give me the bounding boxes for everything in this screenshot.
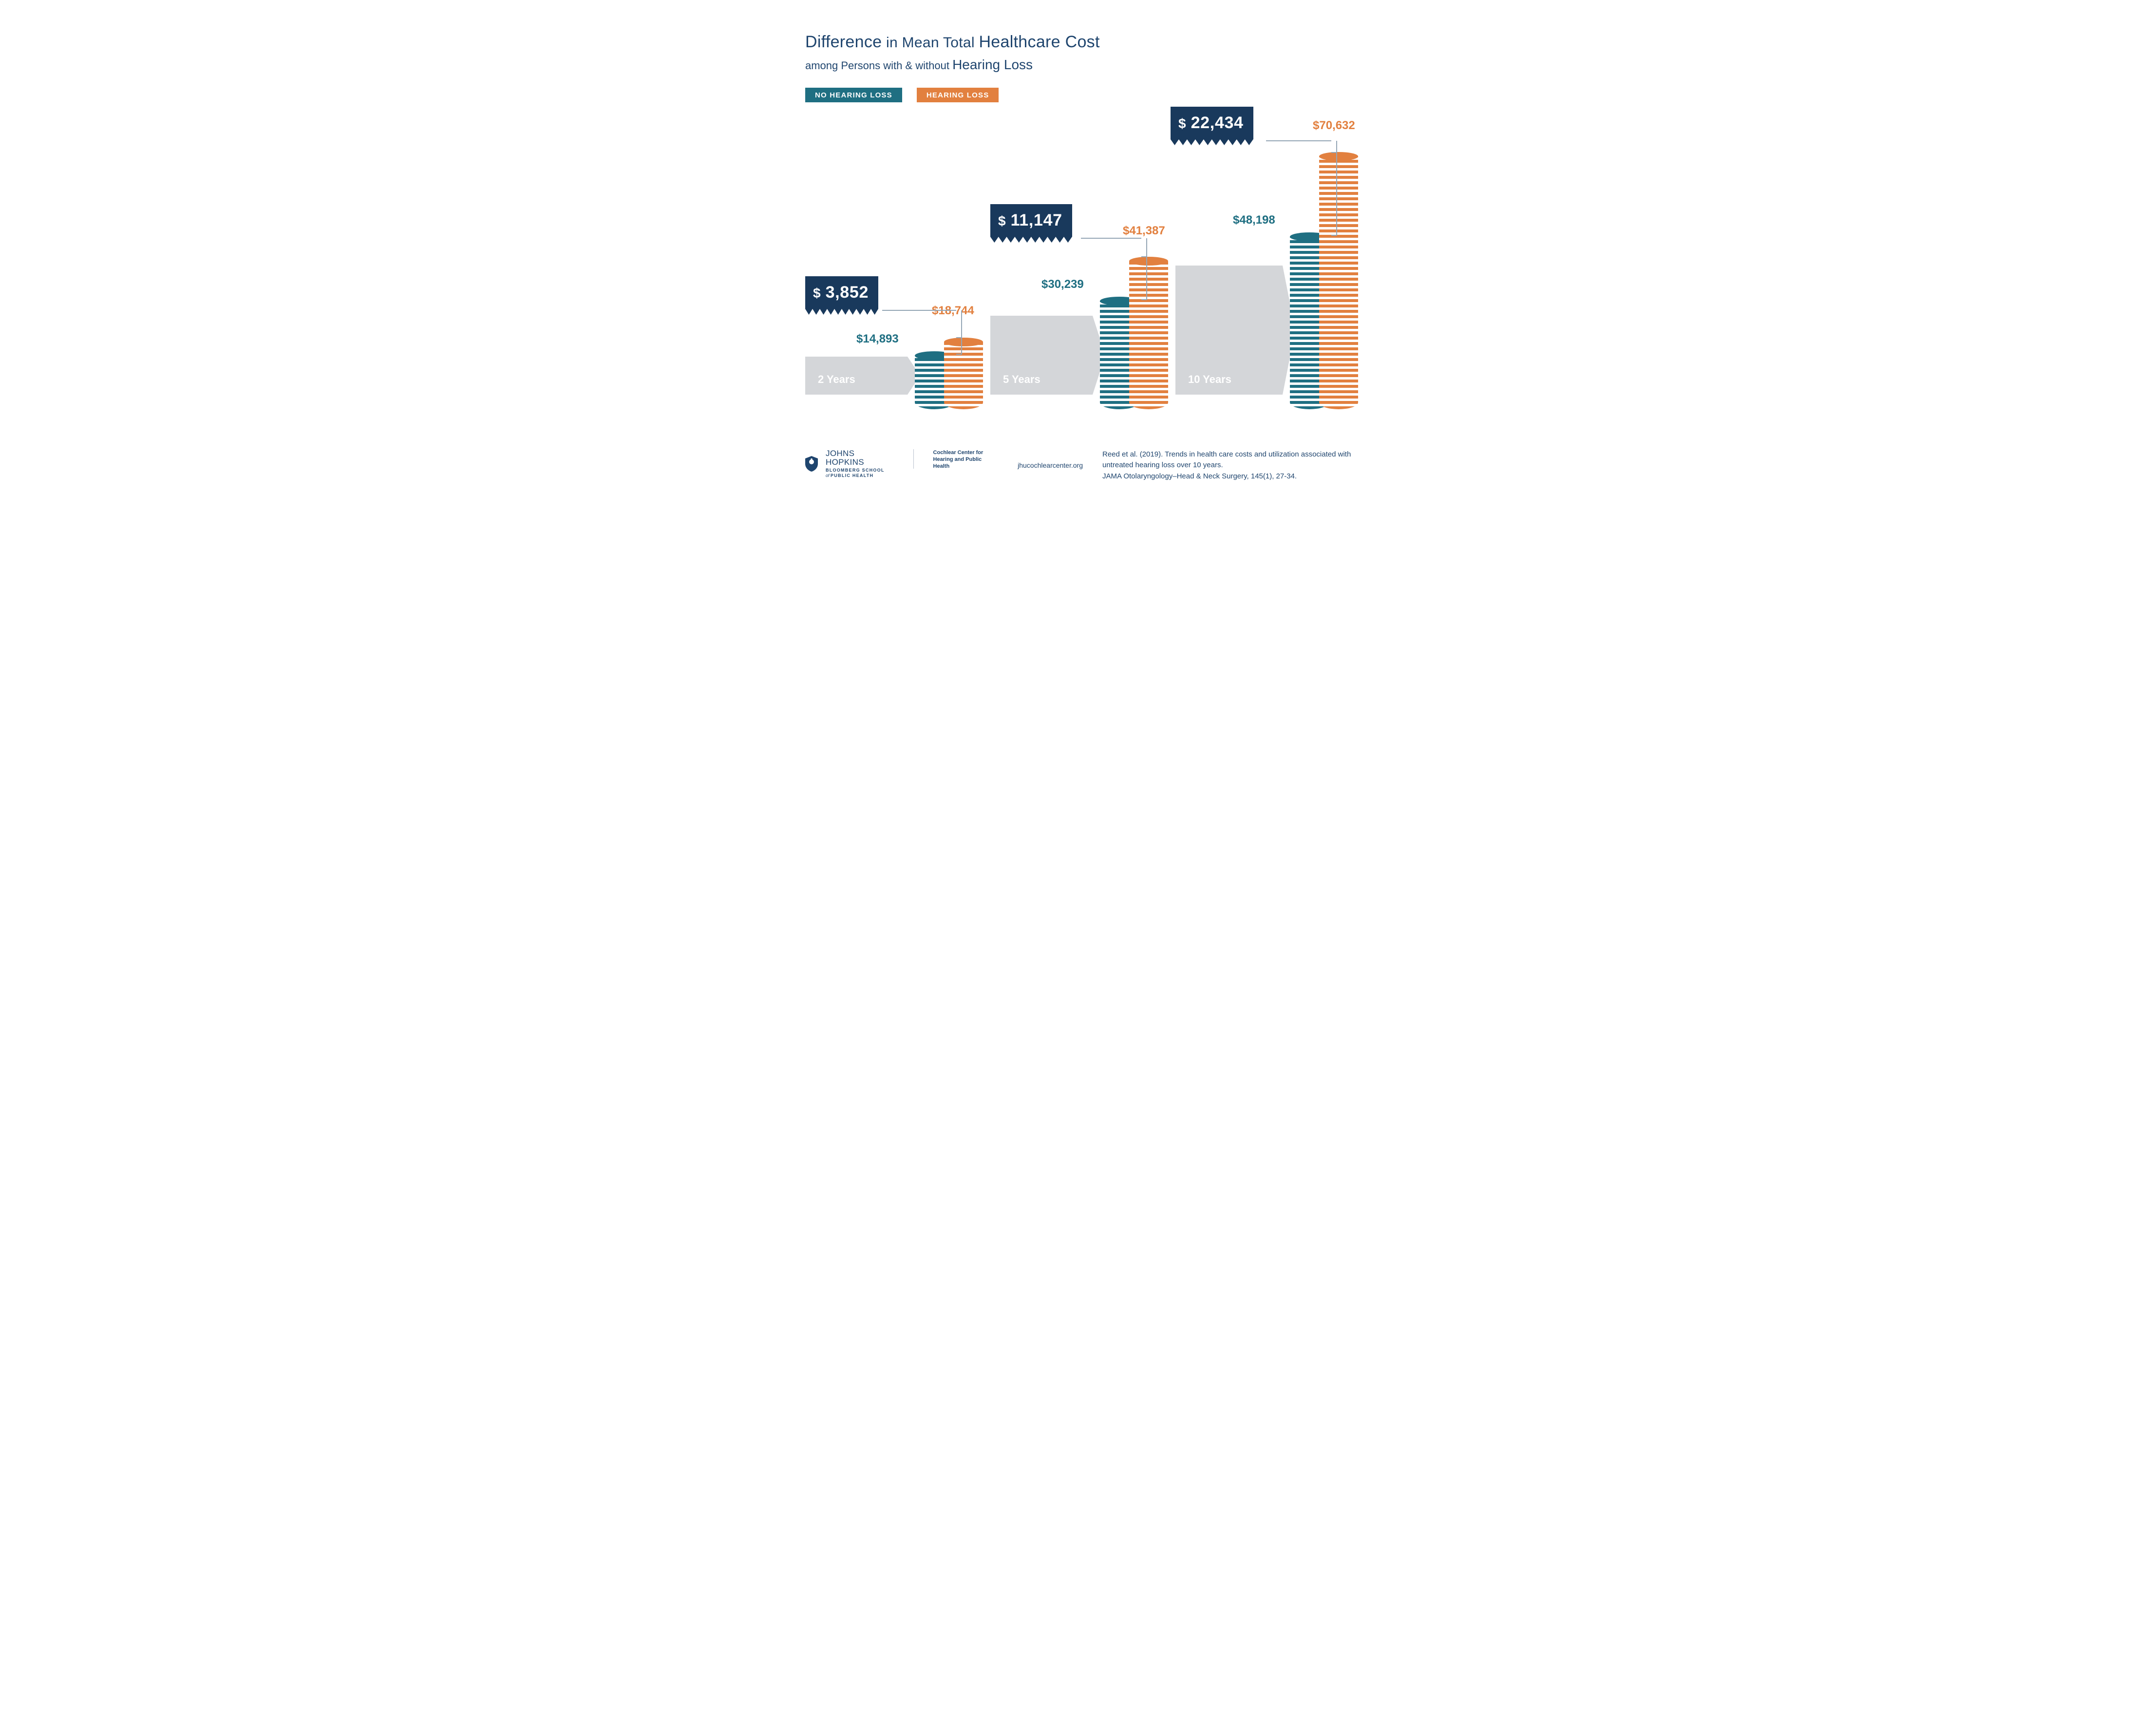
value-no-loss-5yr: $30,239 <box>1041 278 1084 291</box>
title-line-1: Difference in Mean Total Healthcare Cost <box>805 31 1356 54</box>
value-loss-10yr: $70,632 <box>1313 119 1355 133</box>
citation-line-1: Reed et al. (2019). Trends in health car… <box>1102 450 1351 470</box>
bracket-lead-10yr <box>1266 140 1331 141</box>
period-arrow-5-years: 5 Years <box>990 316 1093 395</box>
bracket-vert-10yr <box>1336 141 1337 194</box>
bracket-lead-2yr <box>882 310 956 311</box>
diff-ticket-2yr: $ 3,852 <box>805 276 878 309</box>
title-words-mid: in Mean Total <box>886 35 975 51</box>
title-line-2: among Persons with & without Hearing Los… <box>805 56 1356 74</box>
org-line-3b: PUBLIC HEALTH <box>831 473 873 478</box>
citation-line-2: JAMA Otolaryngology–Head & Neck Surgery,… <box>1102 472 1297 480</box>
center-name: Cochlear Center for Hearing and Public H… <box>933 449 999 470</box>
value-no-loss-10yr: $48,198 <box>1233 213 1275 227</box>
title-word-difference: Difference <box>805 33 882 51</box>
diff-ticket-5yr: $ 11,147 <box>990 204 1072 237</box>
value-loss-5yr: $41,387 <box>1123 224 1165 238</box>
dollar-sign: $ <box>1178 116 1186 132</box>
infographic-page: Difference in Mean Total Healthcare Cost… <box>766 0 1390 495</box>
footer-url: jhucochlearcenter.org <box>1018 461 1083 469</box>
legend-hearing-loss: HEARING LOSS <box>917 88 999 102</box>
org-line-2: BLOOMBERG SCHOOL <box>826 468 894 473</box>
bracket-vert-5yr <box>1146 238 1147 278</box>
period-label: 2 Years <box>818 373 855 386</box>
bracket-lead-5yr <box>1081 238 1141 239</box>
stack-loss-5yr <box>1129 261 1168 409</box>
value-loss-2yr: $18,744 <box>932 304 974 318</box>
title-line2-b: Hearing Loss <box>952 57 1033 72</box>
period-label: 10 Years <box>1188 373 1231 386</box>
jh-crest-icon <box>805 456 818 472</box>
jh-logo-block: JOHNS HOPKINS BLOOMBERG SCHOOL of PUBLIC… <box>805 449 894 478</box>
diff-amount-5yr: 11,147 <box>1011 211 1062 230</box>
stack-loss-2yr <box>944 342 983 409</box>
center-line-2: Hearing and Public Health <box>933 456 999 470</box>
period-label: 5 Years <box>1003 373 1040 386</box>
diff-amount-10yr: 22,434 <box>1191 114 1244 133</box>
title-words-cost: Healthcare Cost <box>979 33 1099 51</box>
diff-amount-2yr: 3,852 <box>826 283 869 302</box>
stack-loss-10yr <box>1319 156 1358 409</box>
footer-divider <box>913 449 914 469</box>
org-line-1: JOHNS HOPKINS <box>826 449 894 467</box>
legend-no-hearing-loss: NO HEARING LOSS <box>805 88 902 102</box>
chart-area: 2 Years $14,893 $18,744 $ 3,852 5 Years … <box>805 107 1356 429</box>
dollar-sign: $ <box>998 213 1006 229</box>
org-line-3a: of <box>826 473 830 478</box>
center-line-1: Cochlear Center for <box>933 449 999 456</box>
dollar-sign: $ <box>813 286 821 301</box>
jh-logo-text: JOHNS HOPKINS BLOOMBERG SCHOOL of PUBLIC… <box>826 449 894 478</box>
legend: NO HEARING LOSS HEARING LOSS <box>805 88 1356 102</box>
period-arrow-2-years: 2 Years <box>805 357 908 395</box>
org-line-3: of PUBLIC HEALTH <box>826 474 894 478</box>
diff-ticket-10yr: $ 22,434 <box>1171 107 1253 139</box>
title-block: Difference in Mean Total Healthcare Cost… <box>805 31 1356 74</box>
value-no-loss-2yr: $14,893 <box>856 332 899 346</box>
bracket-vert-2yr <box>961 310 962 346</box>
title-line2-a: among Persons with & without <box>805 59 949 72</box>
footer: JOHNS HOPKINS BLOOMBERG SCHOOL of PUBLIC… <box>805 449 1356 482</box>
citation: Reed et al. (2019). Trends in health car… <box>1102 449 1356 482</box>
period-arrow-10-years: 10 Years <box>1175 266 1283 395</box>
